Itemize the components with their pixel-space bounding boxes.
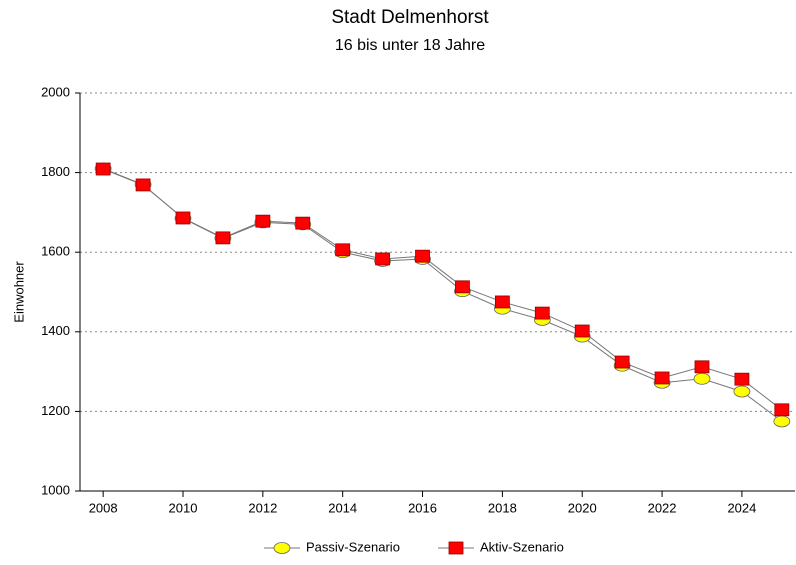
legend-marker	[273, 542, 291, 554]
marker	[255, 214, 271, 228]
legend-label: Aktiv-Szenario	[480, 539, 564, 554]
chart-title: Stadt Delmenhorst	[331, 7, 489, 28]
marker	[415, 249, 430, 263]
y-tick-label: 1000	[41, 482, 70, 497]
marker	[494, 295, 510, 309]
marker	[534, 306, 550, 320]
line	[102, 168, 783, 422]
marker	[215, 231, 231, 245]
marker	[614, 355, 630, 369]
marker	[654, 371, 670, 385]
x-tick-label: 2008	[89, 500, 118, 515]
marker	[135, 178, 151, 192]
y-axis-label: Einwohner	[11, 261, 26, 323]
marker	[295, 216, 311, 230]
x-tick-label: 2012	[248, 500, 277, 515]
x-tick-label: 2016	[408, 500, 437, 515]
x-tick-label: 2022	[648, 500, 677, 515]
x-tick-label: 2020	[568, 500, 597, 515]
marker	[773, 415, 791, 428]
y-tick-label: 1400	[41, 323, 70, 338]
marker	[95, 162, 111, 176]
y-tick-label: 1200	[41, 403, 70, 418]
legend-marker	[448, 541, 464, 555]
chart-subtitle: 16 bis unter 18 Jahre	[335, 37, 485, 54]
marker	[375, 252, 391, 266]
marker	[335, 243, 351, 257]
x-tick-label: 2010	[169, 500, 198, 515]
x-tick-label: 2014	[328, 500, 357, 515]
marker	[694, 360, 710, 374]
x-tick-label: 2018	[488, 500, 517, 515]
y-tick-label: 2000	[41, 84, 70, 99]
marker	[574, 324, 590, 338]
y-tick-label: 1800	[41, 164, 70, 179]
y-tick-label: 1600	[41, 244, 70, 259]
marker	[175, 211, 191, 225]
line	[102, 168, 783, 411]
marker	[455, 280, 470, 294]
marker	[693, 372, 711, 385]
marker	[733, 385, 751, 398]
marker	[774, 403, 790, 417]
marker	[734, 372, 750, 386]
x-tick-label: 2024	[727, 500, 756, 515]
legend-label: Passiv-Szenario	[306, 539, 400, 554]
